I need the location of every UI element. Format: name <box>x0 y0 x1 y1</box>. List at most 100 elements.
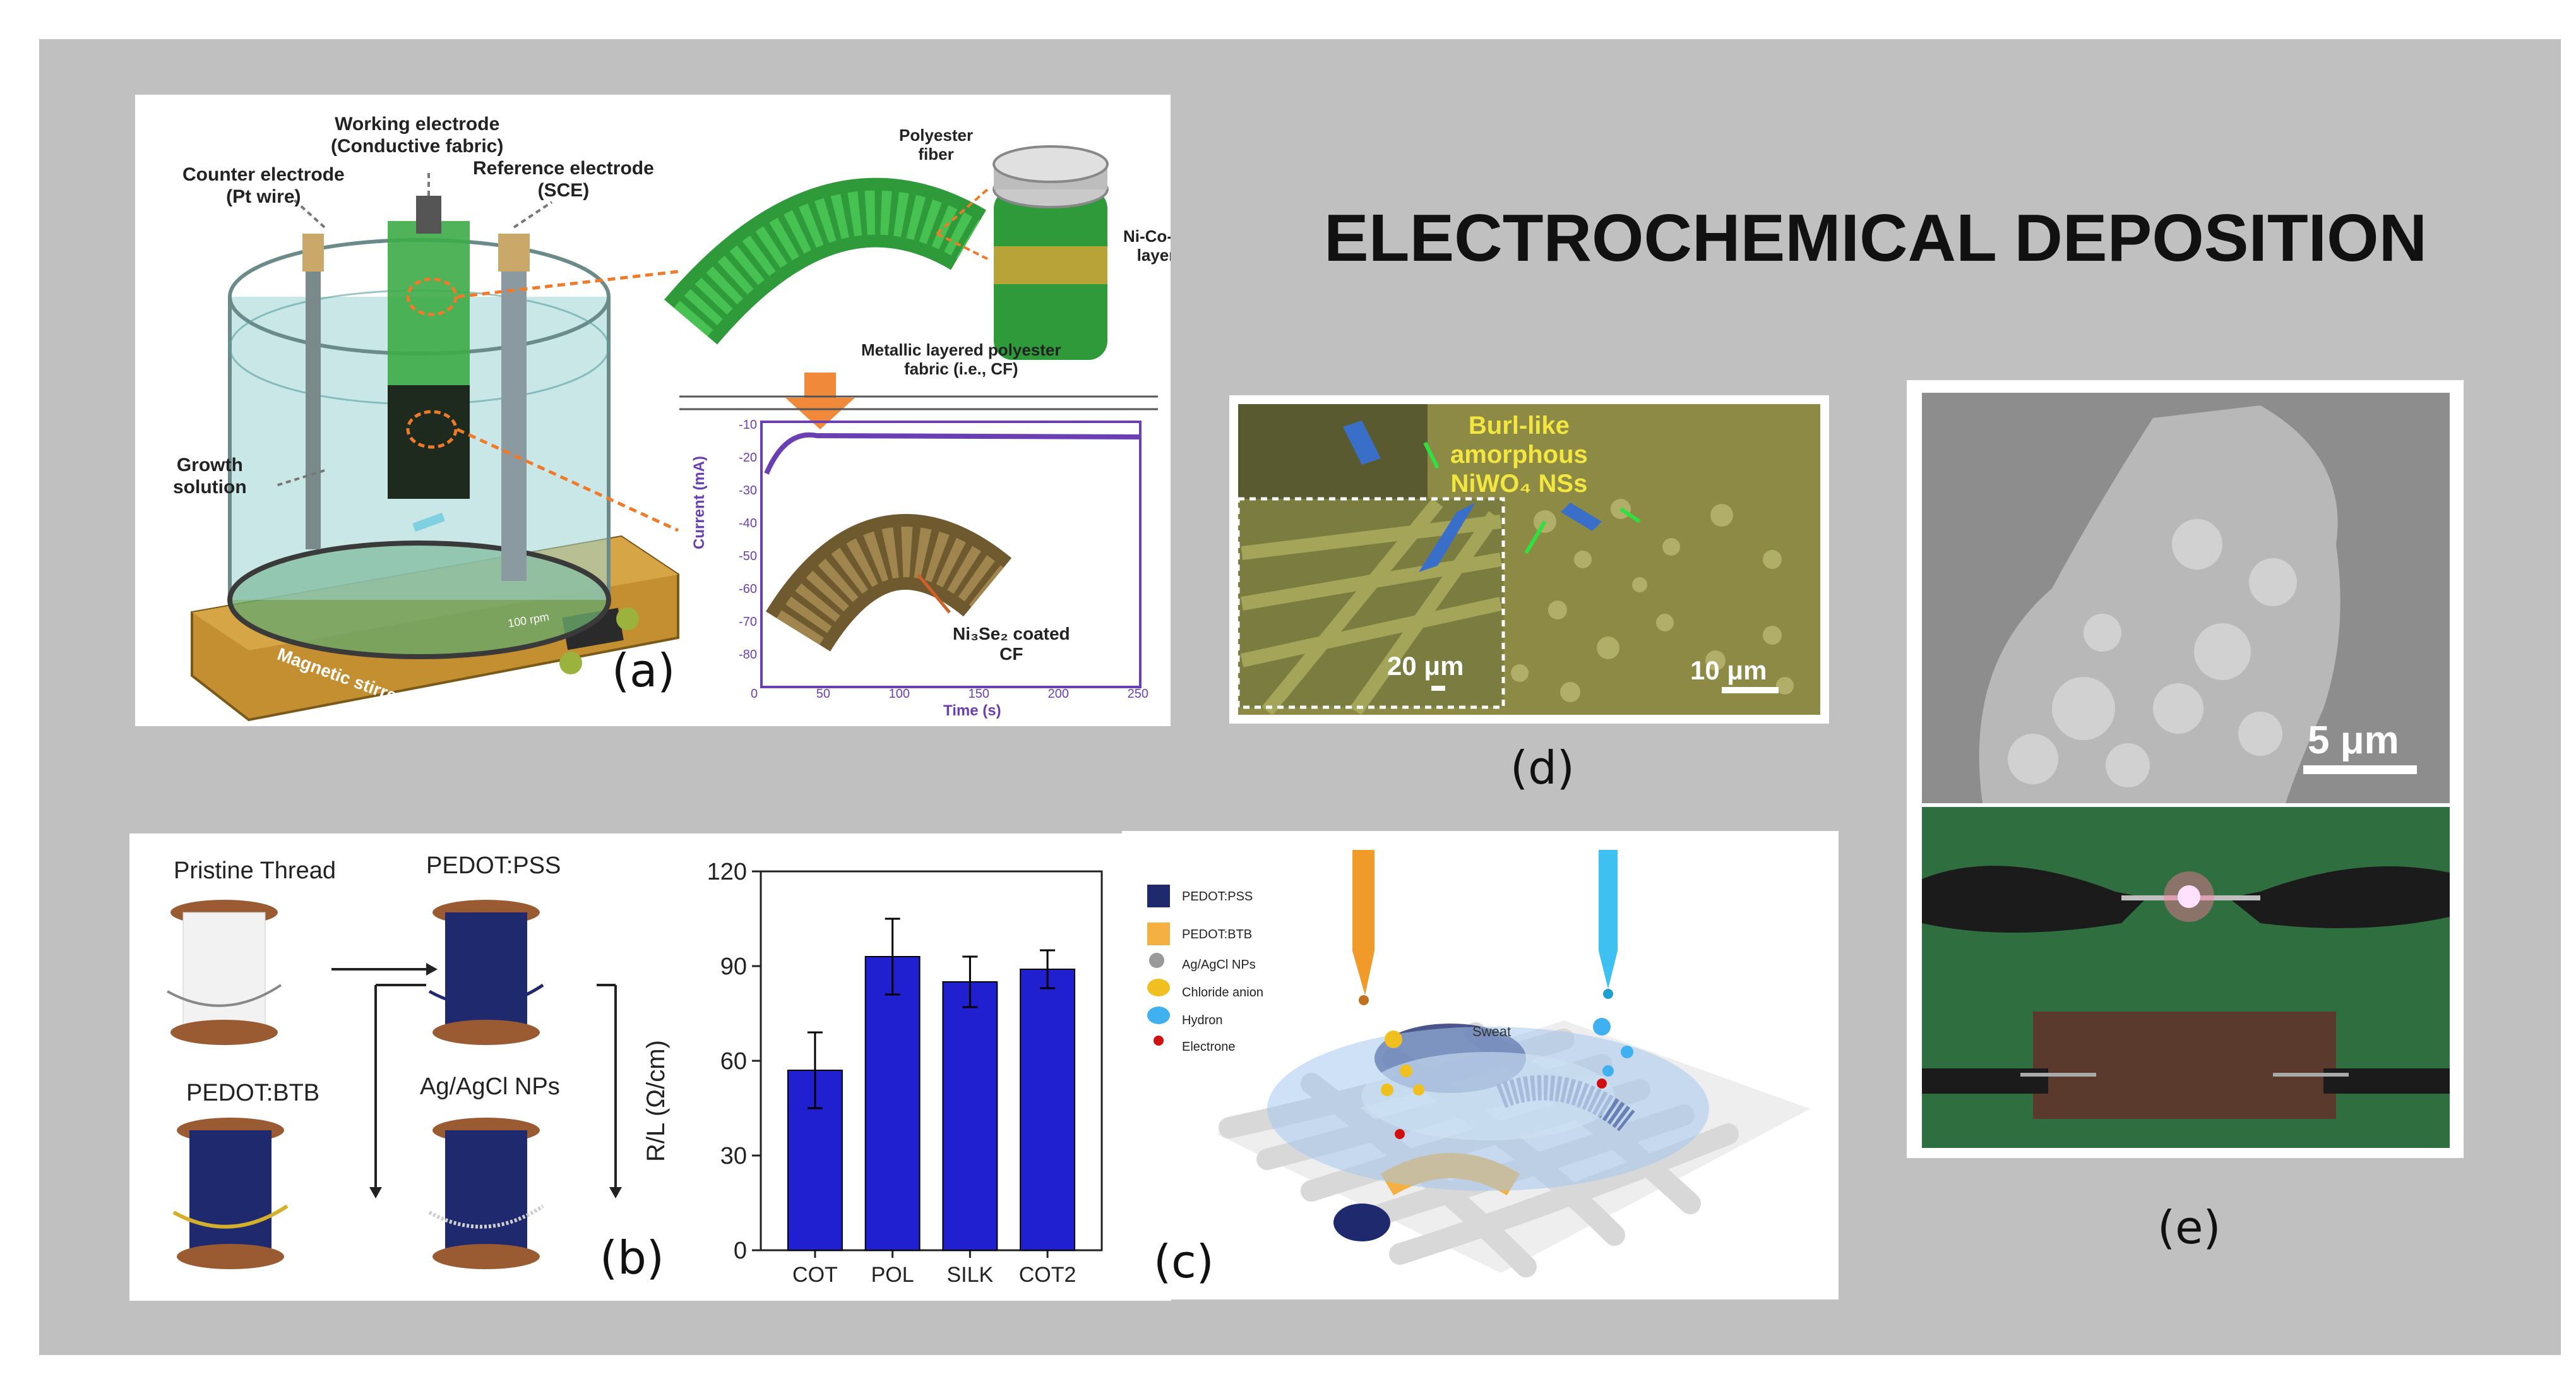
legend-swatch-electrone <box>1154 1036 1164 1046</box>
metallic-fabric-label: Metallic layered polyester fabric (i.e.,… <box>861 340 1061 379</box>
electrochemical-cell-illustration <box>191 145 1158 722</box>
current-ytick: -80 <box>739 648 757 662</box>
panel-a: Working electrode (Conductive fabric) Co… <box>135 95 1171 726</box>
working-electrode-title: Working electrode <box>335 114 500 134</box>
ni-co-ni-layer-subtitle: layer <box>1136 245 1171 265</box>
x-tick-label: POL <box>871 1263 914 1287</box>
legend-item: Electrone <box>1182 1040 1236 1054</box>
panel-c: PEDOT:PSS PEDOT:BTB Ag/AgCl NPs Chloride… <box>1122 831 1839 1299</box>
current-xtick: 100 <box>888 687 910 701</box>
sem-annotation-line1: Burl-like <box>1468 412 1570 439</box>
sem-and-led-photo <box>1922 393 2450 1148</box>
y-tick-label: 60 <box>720 1048 747 1075</box>
pedot-btb-label: PEDOT:BTB <box>186 1080 320 1106</box>
current-xtick: 250 <box>1127 687 1148 701</box>
spool-pedot-pss <box>428 900 544 1045</box>
current-plot-yticks: -10 -20 -30 -40 -50 -60 -70 -80 <box>725 418 757 681</box>
spool-ag-agcl <box>428 1118 544 1269</box>
sem-annotation-line2: amorphous <box>1450 441 1588 469</box>
scale-bar-right-label: 10 μm <box>1690 655 1767 685</box>
bar-silk <box>942 981 998 1251</box>
panel-b: Pristine Thread PEDOT:PSS PEDOT:BTB Ag/A… <box>129 833 1171 1301</box>
panel-e: 5 μm <box>1907 380 2464 1158</box>
current-ytick: -30 <box>739 484 757 498</box>
counter-electrode-label: Counter electrode (Pt wire) <box>182 164 345 208</box>
page-title: ELECTROCHEMICAL DEPOSITION <box>1324 201 2428 275</box>
legend-swatch-pedot-btb <box>1147 923 1170 945</box>
y-tick-label: 90 <box>720 953 747 980</box>
legend-swatch-hydron <box>1147 1007 1170 1024</box>
bar-cot2 <box>1020 969 1076 1251</box>
x-tick-label: COT <box>792 1263 838 1287</box>
panel-e-label: (e) <box>2157 1201 2221 1254</box>
panel-b-label: (b) <box>600 1231 664 1284</box>
working-electrode-label: Working electrode (Conductive fabric) <box>331 114 503 157</box>
growth-solution-title: Growth <box>176 455 243 475</box>
conductive-fabric-arc <box>664 177 986 345</box>
reference-electrode-title: Reference electrode <box>473 158 654 179</box>
panel-a-label: (a) <box>612 644 676 697</box>
y-tick-label: 120 <box>707 859 747 885</box>
current-ytick: -70 <box>739 615 757 629</box>
current-ytick: -50 <box>739 549 757 563</box>
current-ytick: -40 <box>739 517 757 530</box>
counter-electrode-title: Counter electrode <box>182 164 345 185</box>
metallic-fabric-title: Metallic layered polyester <box>861 340 1061 359</box>
panel-d: Burl-like amorphous NiWO₄ NSs 20 μm 10 μ… <box>1229 395 1829 724</box>
growth-solution-label: Growth solution <box>173 455 247 498</box>
panel-d-label: (d) <box>1510 741 1575 794</box>
coated-fabric-subtitle: CF <box>999 644 1023 664</box>
legend-item: Chloride anion <box>1182 986 1263 1000</box>
slide-background: ELECTROCHEMICAL DEPOSITION <box>39 39 2561 1355</box>
legend-item: Hydron <box>1182 1013 1223 1027</box>
sweat-label: Sweat <box>1472 1024 1512 1039</box>
sweat-sensor-illustration <box>1147 850 1810 1277</box>
current-ytick: -20 <box>739 451 757 465</box>
sem-image-nanosheets <box>1236 404 1820 715</box>
coated-fabric-title: Ni₃Se₂ coated <box>953 624 1070 643</box>
current-plot-ylabel: Current (mA) <box>691 456 708 549</box>
legend-swatch-ag-agcl <box>1149 953 1164 968</box>
chart-ylabel: R/L (Ω/cm) <box>642 1040 670 1162</box>
ni-co-ni-layer-label: Ni-Co-Ni layer <box>1123 227 1171 265</box>
ni-co-ni-layer-title: Ni-Co-Ni <box>1123 227 1171 246</box>
legend-item: PEDOT:BTB <box>1182 928 1253 941</box>
chart-axes: 0 30 60 90 120 COT POL SILK COT2 <box>707 859 1103 1287</box>
current-plot-xticks: 0 50 100 150 200 250 <box>751 687 1148 702</box>
legend-swatch-pedot-pss <box>1147 885 1170 907</box>
sem-annotation-line3: NiWO₄ NSs <box>1450 470 1588 498</box>
thread-spools-illustration <box>167 900 622 1269</box>
counter-electrode-subtitle: (Pt wire) <box>226 186 301 207</box>
sem-annotation: Burl-like amorphous NiWO₄ NSs <box>1450 411 1588 498</box>
legend-item: Ag/AgCl NPs <box>1182 958 1256 972</box>
spool-pristine <box>167 900 282 1045</box>
coated-fabric-label: Ni₃Se₂ coated CF <box>953 624 1070 664</box>
scale-bar-left-label: 20 μm <box>1387 651 1464 681</box>
pedot-pss-label: PEDOT:PSS <box>426 852 561 879</box>
growth-solution-subtitle: solution <box>173 476 247 498</box>
metallic-fabric-subtitle: fabric (i.e., CF) <box>903 359 1018 378</box>
bar-pol <box>864 956 921 1251</box>
polyester-fiber-title: Polyester <box>899 126 974 145</box>
working-electrode-subtitle: (Conductive fabric) <box>331 135 504 157</box>
x-tick-label: COT2 <box>1019 1263 1076 1287</box>
chart-legend: PEDOT:PSS PEDOT:BTB Ag/AgCl NPs Chloride… <box>1182 885 1263 1061</box>
current-xtick: 150 <box>968 687 989 701</box>
x-tick-label: SILK <box>947 1263 994 1287</box>
pristine-thread-label: Pristine Thread <box>174 857 336 884</box>
current-xtick: 200 <box>1047 687 1069 701</box>
y-tick-label: 30 <box>720 1143 747 1169</box>
y-tick-label: 0 <box>734 1238 747 1264</box>
resistance-bar-chart: 0 30 60 90 120 COT POL SILK COT2 <box>707 859 1103 1287</box>
current-ytick: -10 <box>739 418 757 432</box>
polyester-fiber-label: Polyester fiber <box>899 126 973 164</box>
panel-c-label: (c) <box>1154 1235 1214 1288</box>
polyester-fiber-subtitle: fiber <box>918 144 954 164</box>
current-xtick: 0 <box>751 687 758 701</box>
current-xtick: 50 <box>816 687 830 701</box>
reference-electrode-subtitle: (SCE) <box>537 179 590 201</box>
ag-agcl-label: Ag/AgCl NPs <box>420 1073 560 1100</box>
scale-bar-label: 5 μm <box>2308 719 2399 762</box>
legend-swatch-chloride <box>1147 979 1170 996</box>
reference-electrode-label: Reference electrode (SCE) <box>473 158 654 201</box>
